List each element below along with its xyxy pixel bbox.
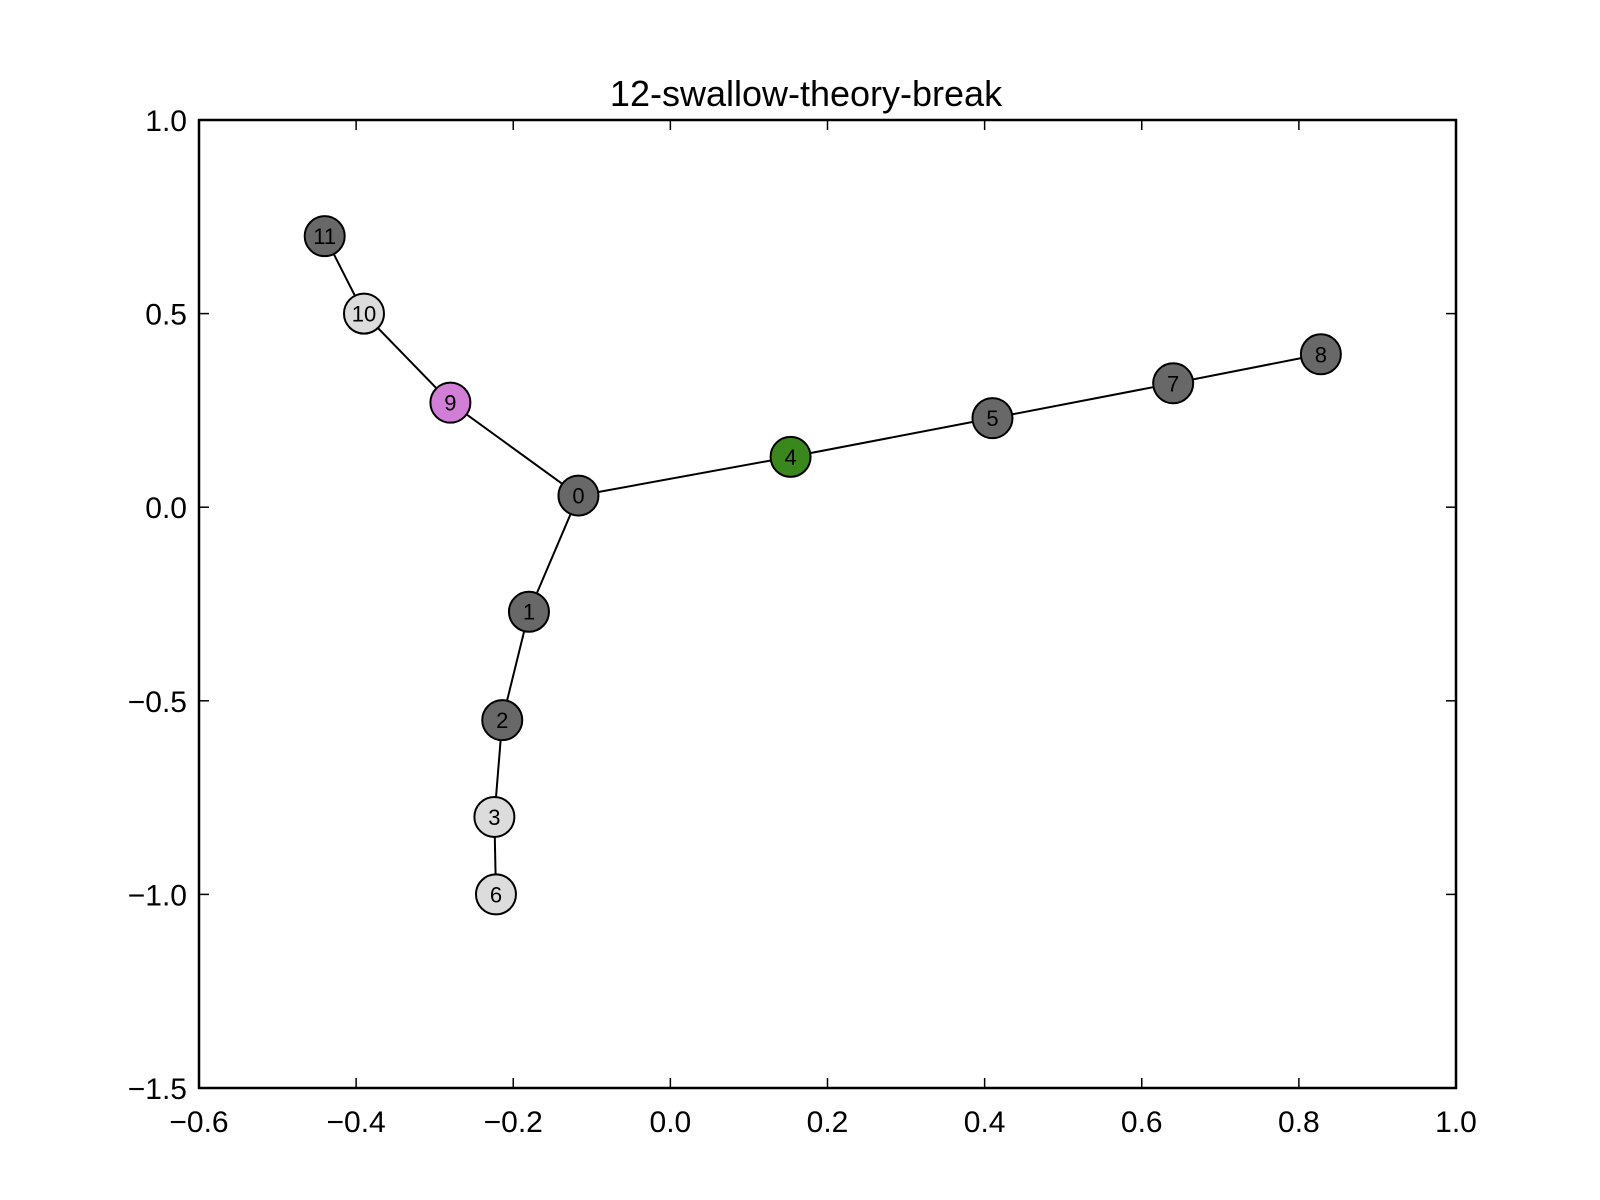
node-4: 4 [769, 435, 812, 478]
node-marker [557, 474, 600, 517]
node-6: 6 [474, 873, 517, 916]
node-label: 11 [313, 224, 336, 249]
x-tick-label: 0.0 [650, 1106, 692, 1139]
node-9: 9 [429, 381, 472, 424]
node-marker [1152, 362, 1195, 405]
node-marker [769, 435, 812, 478]
node-marker [1299, 333, 1342, 376]
x-tick-label: −0.2 [484, 1106, 543, 1139]
x-tick-label: −0.6 [169, 1106, 228, 1139]
node-marker [303, 215, 346, 258]
node-label: 8 [1315, 342, 1327, 367]
node-label: 3 [488, 805, 500, 830]
node-label: 9 [444, 391, 456, 416]
node-10: 10 [342, 292, 385, 335]
node-marker [474, 873, 517, 916]
node-marker [473, 795, 516, 838]
node-label: 1 [523, 600, 535, 625]
x-tick-label: 1.0 [1435, 1106, 1477, 1139]
node-label: 0 [572, 484, 584, 509]
node-1: 1 [507, 590, 550, 633]
node-label: 2 [496, 708, 508, 733]
edge-7-8 [1172, 353, 1322, 385]
y-tick-label: 1.0 [145, 105, 187, 138]
node-3: 3 [473, 795, 516, 838]
node-marker [481, 699, 524, 742]
x-tick-label: 0.2 [807, 1106, 849, 1139]
node-marker [971, 397, 1014, 440]
nodes-layer: 0 1 2 3 4 5 6 7 8 9 10 11 [303, 215, 1342, 916]
node-8: 8 [1299, 333, 1342, 376]
x-tick-label: 0.8 [1278, 1106, 1320, 1139]
y-tick-label: 0.5 [145, 299, 187, 332]
edges-layer [323, 235, 1322, 895]
edge-0-9 [449, 401, 580, 497]
plot-frame [197, 118, 1458, 1090]
y-tick-label: 0.0 [145, 492, 187, 525]
edge-5-7 [992, 382, 1174, 420]
node-label: 7 [1167, 371, 1179, 396]
x-tick-label: 0.4 [964, 1106, 1006, 1139]
chart-title: 12-swallow-theory-break [610, 73, 1003, 114]
y-tick-label: −1.0 [128, 879, 187, 912]
node-label: 10 [352, 302, 376, 327]
node-marker [507, 590, 550, 633]
node-label: 4 [784, 445, 796, 470]
node-5: 5 [971, 397, 1014, 440]
node-label: 6 [490, 882, 502, 907]
x-tick-label: 0.6 [1121, 1106, 1163, 1139]
node-marker [342, 292, 385, 335]
edge-0-1 [528, 495, 580, 613]
y-tick-label: −1.5 [128, 1073, 187, 1106]
y-tick-label: −0.5 [128, 686, 187, 719]
node-11: 11 [303, 215, 346, 258]
node-label: 5 [986, 406, 998, 431]
edge-0-4 [578, 455, 791, 497]
x-tick-label: −0.4 [327, 1106, 386, 1139]
ticks-layer: −0.6 −0.4 −0.2 0.0 0.2 0.4 0.6 0.8 1.0 1.0 0.5 0.0 −… [128, 105, 1477, 1139]
edge-4-5 [790, 417, 993, 458]
node-2: 2 [481, 699, 524, 742]
node-7: 7 [1152, 362, 1195, 405]
node-0: 0 [557, 474, 600, 517]
node-marker [429, 381, 472, 424]
